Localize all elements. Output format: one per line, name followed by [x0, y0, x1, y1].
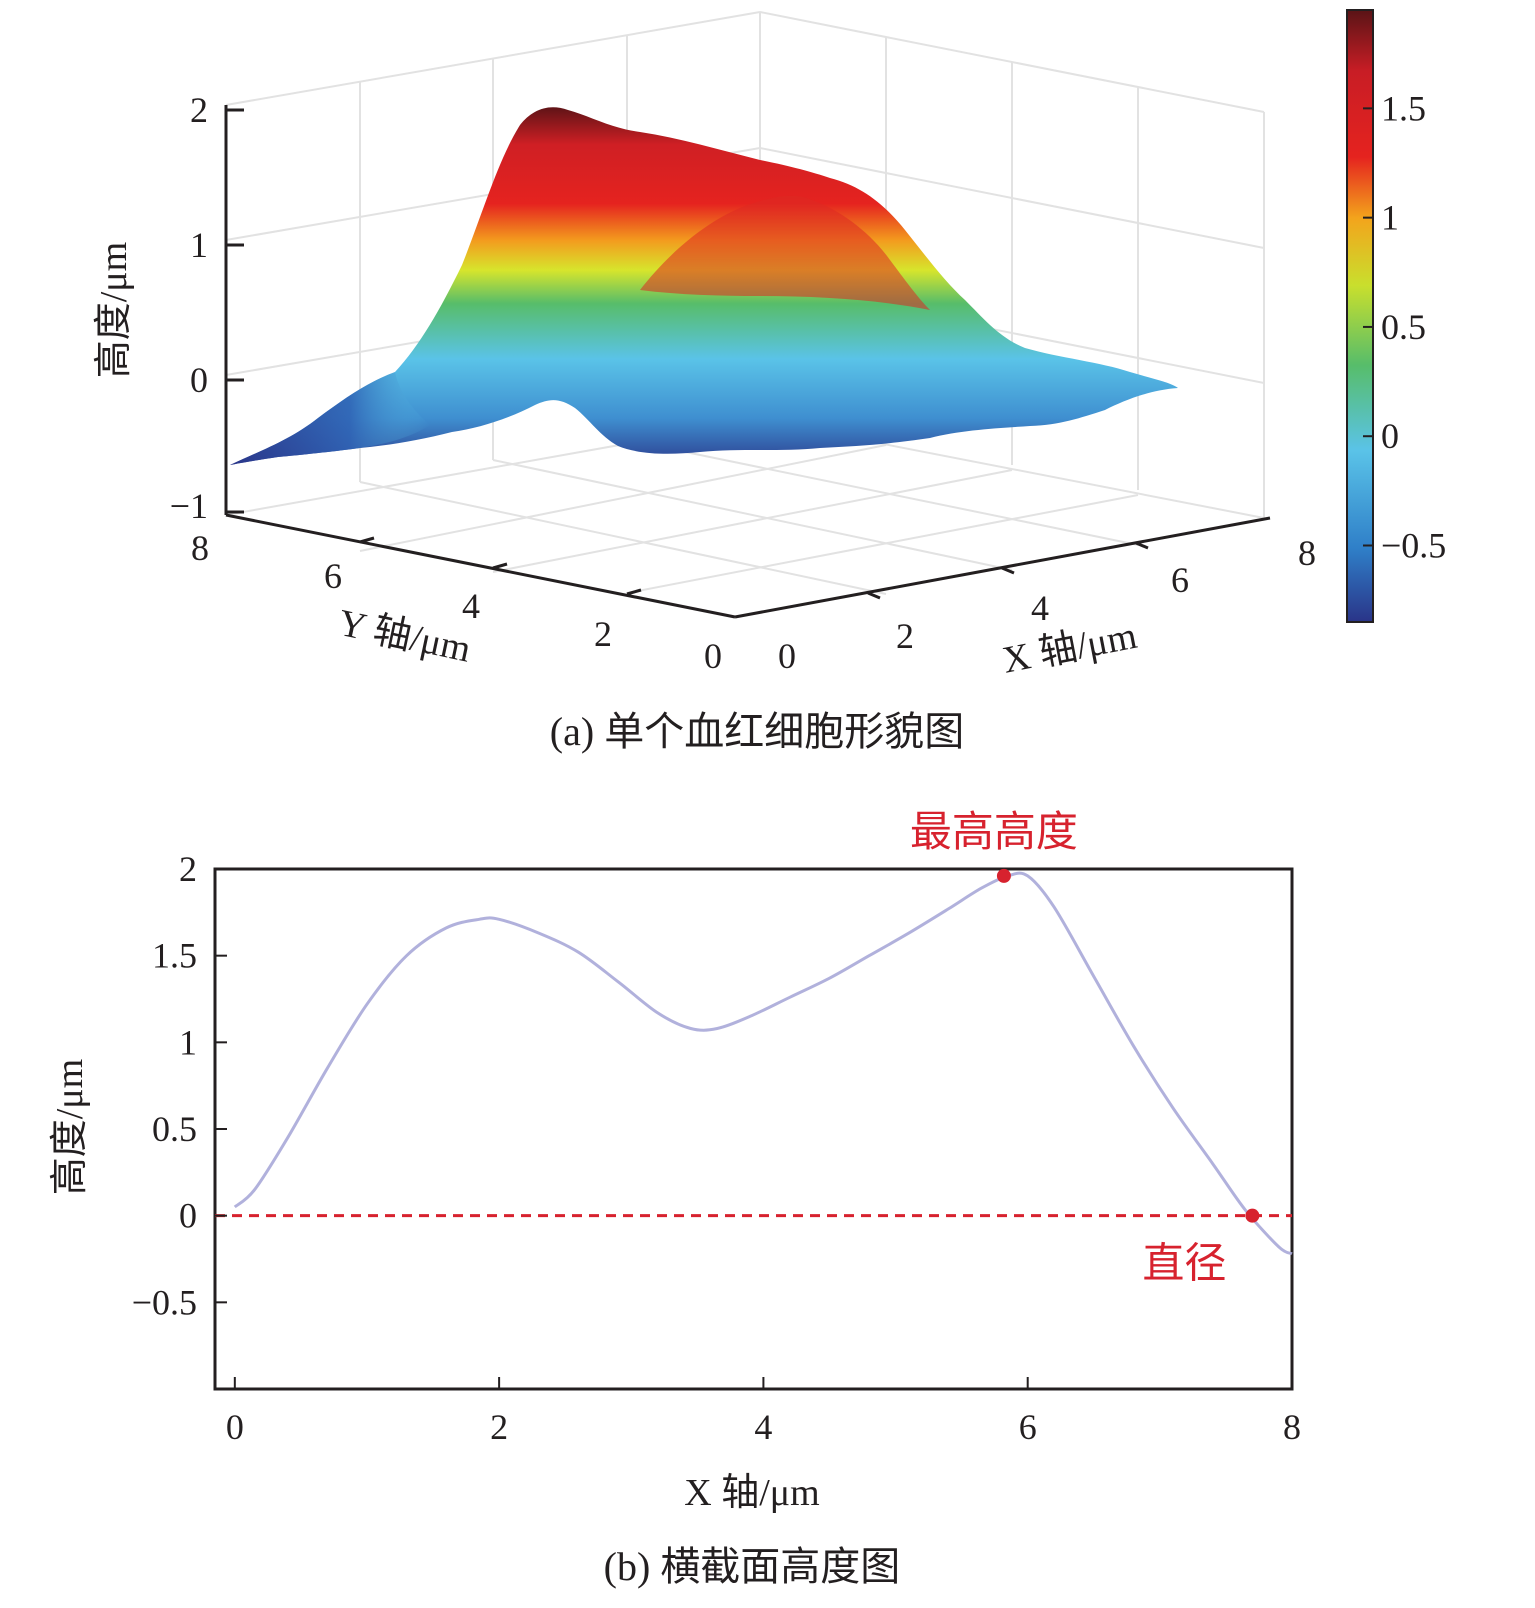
surface-grid — [225, 11, 1265, 595]
diameter-annotation: 直径 — [1142, 1242, 1226, 1288]
caption-b: (b) 横截面高度图 — [604, 1544, 901, 1589]
y-axis-label-3d: Y 轴/μm — [335, 602, 475, 671]
z-tick-neg1: −1 — [170, 486, 208, 526]
y-axis-label-b: 高度/μm — [49, 1059, 91, 1196]
height-profile-line — [233, 871, 1293, 1256]
colorbar: 1.5 1 0.5 0 −0.5 — [1346, 9, 1446, 623]
y-axis-line — [225, 513, 736, 619]
marker-point — [996, 868, 1011, 883]
y-tick-4: 4 — [462, 586, 480, 626]
max-height-annotation: 最高高度 — [910, 810, 1078, 856]
y-tick-2: 2 — [594, 614, 612, 654]
colorbar-tick-label: 0 — [1381, 416, 1399, 456]
surface-low-edge — [230, 372, 430, 465]
y-tick-label: 1.5 — [152, 936, 197, 976]
caption-a: (a) 单个血红细胞形貌图 — [550, 709, 964, 754]
z-tick-0: 0 — [190, 360, 208, 400]
marker-point — [1245, 1208, 1260, 1223]
y-tick-label: −0.5 — [132, 1282, 197, 1322]
colorbar-scale — [1346, 9, 1374, 623]
colorbar-tick-label: 1.5 — [1381, 88, 1426, 128]
y-tick-label: 2 — [179, 849, 197, 889]
z-axis-label-3d: 高度/μm — [93, 242, 135, 379]
x-tick-6: 6 — [1171, 560, 1189, 600]
x-tick-label: 4 — [754, 1407, 772, 1447]
y-tick-label: 0 — [179, 1196, 197, 1236]
x-tick-2: 2 — [896, 616, 914, 656]
z-tick-2: 2 — [190, 90, 208, 130]
x-tick-8: 8 — [1298, 533, 1316, 573]
x-tick-label: 8 — [1283, 1407, 1301, 1447]
y-tick-8: 8 — [191, 528, 209, 568]
x-tick-0: 0 — [778, 636, 796, 676]
x-axis-label-3d: X 轴/μm — [999, 615, 1140, 682]
colorbar-tick-label: 1 — [1381, 198, 1399, 238]
plot-frame — [213, 867, 1294, 1391]
surface-panel: 2 1 0 −1 8 6 4 2 0 0 2 4 6 8 Y 轴/μm X 轴/… — [93, 9, 1446, 754]
colorbar-tick-label: −0.5 — [1381, 526, 1446, 566]
x-tick-label: 2 — [490, 1407, 508, 1447]
y-tick-label: 1 — [179, 1022, 197, 1062]
x-tick-label: 0 — [226, 1407, 244, 1447]
z-tick-1: 1 — [190, 225, 208, 265]
x-tick-4: 4 — [1031, 588, 1049, 628]
y-tick-0: 0 — [704, 636, 722, 676]
colorbar-tick-label: 0.5 — [1381, 307, 1426, 347]
x-tick-label: 6 — [1019, 1407, 1037, 1447]
y-tick-6: 6 — [324, 556, 342, 596]
surface-bump — [640, 195, 930, 310]
y-tick-label: 0.5 — [152, 1109, 197, 1149]
x-axis-label-b: X 轴/μm — [684, 1472, 819, 1514]
